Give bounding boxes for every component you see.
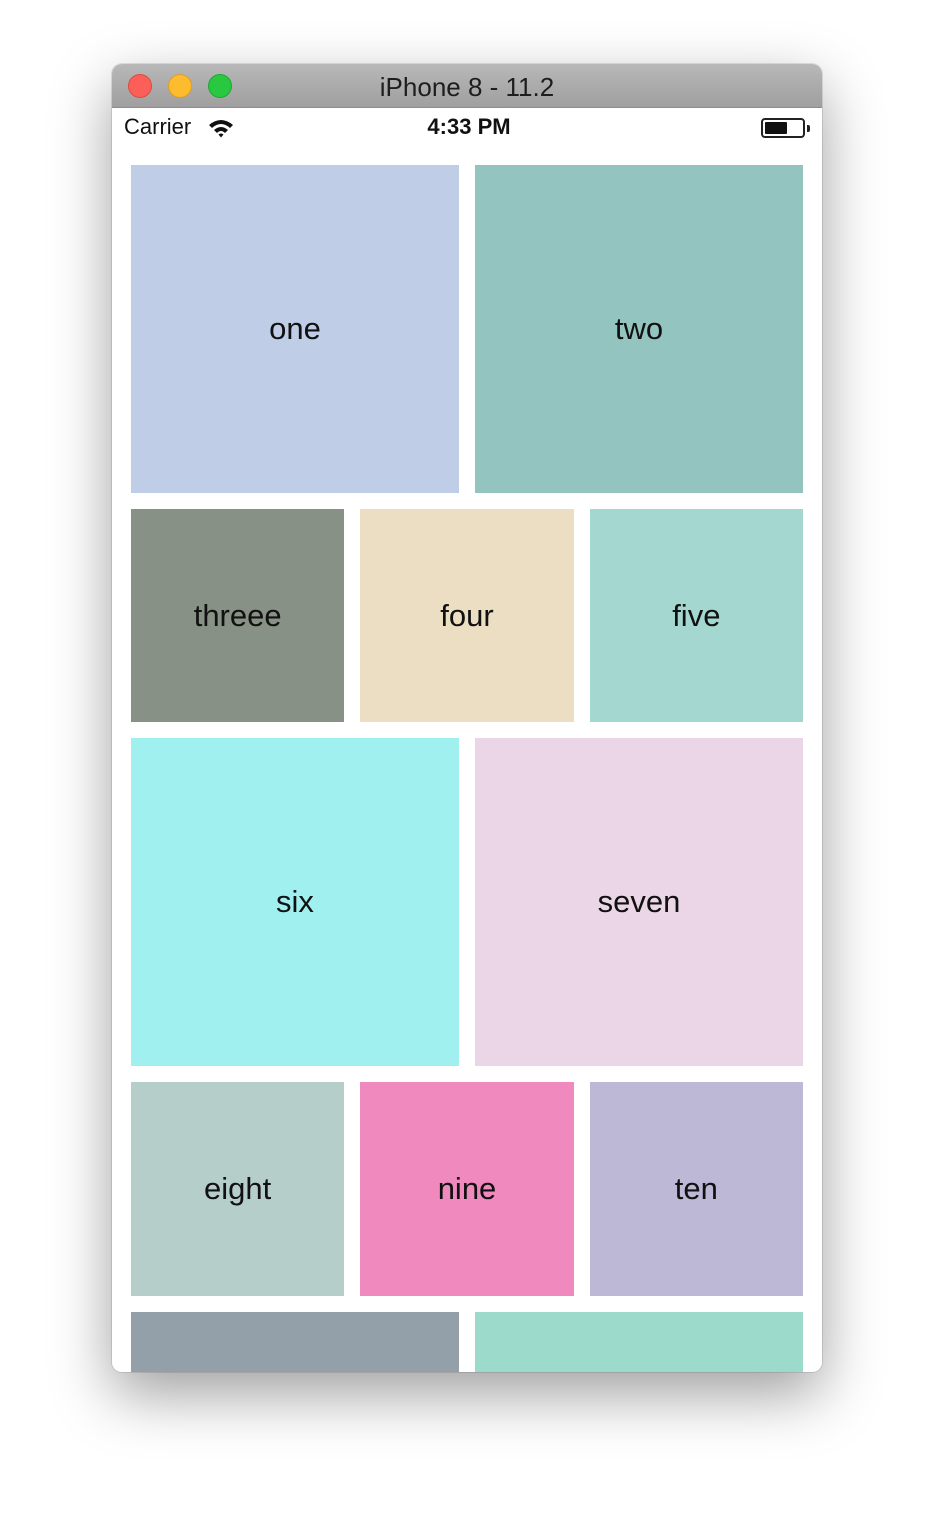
- collection-cell[interactable]: one: [131, 165, 459, 493]
- collection-cell[interactable]: four: [360, 509, 574, 723]
- minimize-window-button[interactable]: [168, 74, 192, 98]
- collection-view[interactable]: one two threee four five six seven eight nine ten: [112, 150, 822, 1372]
- cell-label: one: [269, 311, 321, 346]
- battery-level: [765, 122, 787, 134]
- status-time: 4:33 PM: [427, 114, 511, 139]
- cell-label: two: [614, 311, 664, 346]
- collection-cell[interactable]: [475, 1311, 803, 1372]
- zoom-window-button[interactable]: [208, 74, 232, 98]
- title-bar[interactable]: iPhone 8 - 11.2: [112, 64, 822, 108]
- cell-label: four: [440, 597, 494, 633]
- collection-cell[interactable]: six: [131, 738, 459, 1067]
- battery-icon: [761, 118, 805, 138]
- cell-label: threee: [193, 597, 282, 633]
- collection-cell[interactable]: eight: [131, 1082, 345, 1296]
- carrier-label: Carrier: [124, 114, 192, 139]
- status-bar: Carrier 4:33 PM: [112, 108, 822, 150]
- collection-cell[interactable]: threee: [131, 509, 345, 723]
- collection-cell[interactable]: nine: [360, 1082, 574, 1296]
- cell-label: six: [276, 884, 314, 920]
- cell-label: seven: [597, 884, 681, 920]
- collection-cell[interactable]: seven: [475, 738, 803, 1067]
- window-title: iPhone 8 - 11.2: [379, 72, 555, 102]
- battery-nub: [807, 125, 810, 132]
- wifi-icon: [209, 120, 233, 138]
- close-window-button[interactable]: [128, 74, 152, 98]
- simulator-window: iPhone 8 - 11.2 Carrier 4:33 PM one two th…: [112, 64, 822, 1372]
- cell-label: eight: [204, 1170, 272, 1206]
- collection-cell[interactable]: [131, 1311, 459, 1372]
- cell-label: ten: [674, 1170, 718, 1206]
- collection-cell[interactable]: two: [475, 165, 803, 493]
- cell-label: five: [672, 597, 721, 633]
- cell-label: nine: [437, 1170, 497, 1206]
- collection-cell[interactable]: five: [589, 509, 803, 723]
- collection-cell[interactable]: ten: [589, 1082, 803, 1296]
